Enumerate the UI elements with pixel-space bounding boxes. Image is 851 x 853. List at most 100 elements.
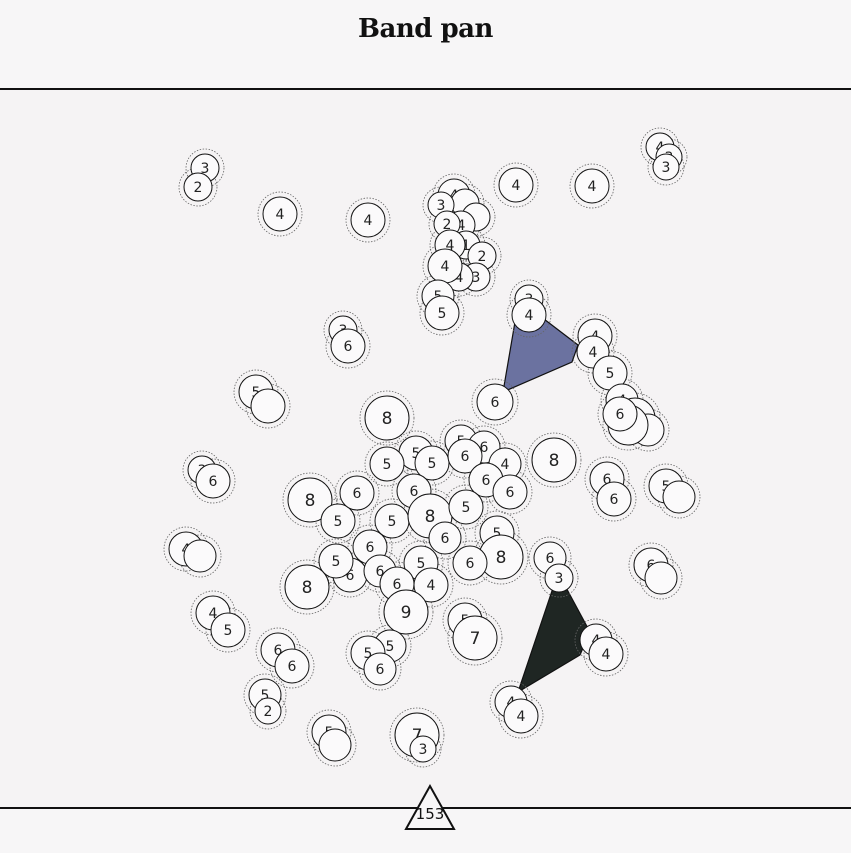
board-node[interactable]: 6 [428, 521, 462, 555]
board-node[interactable]: 5 [369, 446, 405, 482]
node-circle[interactable] [644, 561, 678, 595]
node-circle[interactable] [363, 652, 397, 686]
board-node[interactable]: 4 [574, 168, 610, 204]
node-circle[interactable] [544, 563, 574, 593]
node-circle[interactable] [369, 446, 405, 482]
node-circle[interactable] [183, 172, 213, 202]
node-label: 4 [441, 259, 450, 275]
board-node[interactable]: 6 [447, 438, 483, 474]
node-circle[interactable] [364, 395, 410, 441]
node-circle[interactable] [413, 567, 449, 603]
board-node[interactable]: 4 [498, 167, 534, 203]
board-node[interactable]: 6 [274, 648, 310, 684]
board-node[interactable] [250, 388, 286, 424]
node-circle[interactable] [531, 437, 577, 483]
node-circle[interactable] [183, 539, 217, 573]
board-node[interactable]: 4 [413, 567, 449, 603]
node-circle[interactable] [409, 735, 437, 763]
node-halo [493, 162, 539, 208]
node-circle[interactable] [448, 489, 484, 525]
board-node[interactable] [318, 728, 352, 762]
board-node[interactable]: 7 [452, 615, 498, 661]
board-node[interactable]: 6 [330, 328, 366, 364]
board-node[interactable] [183, 539, 217, 573]
board-node[interactable]: 5 [318, 543, 354, 579]
board-node[interactable]: 6 [596, 481, 632, 517]
board-node[interactable]: 5 [448, 489, 484, 525]
node-circle[interactable] [452, 545, 488, 581]
nodes-layer[interactable]: 3244444334432124344553436445466588368565… [168, 132, 696, 763]
node-circle[interactable] [210, 612, 246, 648]
board-node[interactable]: 6 [492, 474, 528, 510]
node-halo [489, 680, 533, 724]
node-circle[interactable] [596, 481, 632, 517]
node-circle[interactable] [503, 698, 539, 734]
board-node[interactable]: 8 [287, 477, 333, 523]
board-node[interactable]: 6 [476, 383, 514, 421]
node-circle[interactable] [452, 615, 498, 661]
board-node[interactable]: 8 [478, 534, 524, 580]
board-node[interactable]: 2 [183, 172, 213, 202]
node-label: 1 [462, 238, 471, 254]
node-circle[interactable] [287, 477, 333, 523]
board-node[interactable]: 8 [364, 395, 410, 441]
node-circle[interactable] [428, 521, 462, 555]
node-label: 6 [366, 540, 375, 556]
board-node[interactable] [662, 480, 696, 514]
node-halo [345, 197, 391, 243]
board-node[interactable]: 4 [427, 248, 463, 284]
board-node[interactable]: 8 [284, 564, 330, 610]
node-circle[interactable] [318, 543, 354, 579]
board-node[interactable]: 6 [363, 652, 397, 686]
board-node[interactable]: 6 [602, 396, 638, 432]
node-circle[interactable] [262, 196, 298, 232]
node-circle[interactable] [254, 697, 282, 725]
node-label: 5 [412, 446, 421, 462]
board-node[interactable]: 5 [424, 295, 460, 331]
board-node[interactable]: 4 [588, 636, 624, 672]
node-label: 6 [482, 473, 491, 489]
node-circle[interactable] [476, 383, 514, 421]
board-node[interactable]: 4 [503, 698, 539, 734]
node-circle[interactable] [662, 480, 696, 514]
node-circle[interactable] [383, 589, 429, 635]
node-halo [368, 624, 412, 668]
board-node[interactable]: 8 [531, 437, 577, 483]
node-circle[interactable] [602, 396, 638, 432]
node-circle[interactable] [498, 167, 534, 203]
node-circle[interactable] [195, 463, 231, 499]
board-node[interactable]: 3 [652, 153, 680, 181]
node-halo [243, 673, 287, 717]
node-circle[interactable] [250, 388, 286, 424]
board-node[interactable]: 6 [452, 545, 488, 581]
node-circle[interactable] [274, 648, 310, 684]
node-circle[interactable] [350, 202, 386, 238]
node-circle[interactable] [284, 564, 330, 610]
board-node[interactable]: 3 [544, 563, 574, 593]
board-node[interactable]: 5 [210, 612, 246, 648]
node-halo [423, 516, 467, 560]
board-node[interactable]: 4 [262, 196, 298, 232]
board-node[interactable]: 6 [195, 463, 231, 499]
node-circle[interactable] [424, 295, 460, 331]
board-node[interactable]: 2 [254, 697, 282, 725]
node-circle[interactable] [574, 168, 610, 204]
board-node[interactable]: 4 [350, 202, 386, 238]
board-node[interactable]: 5 [320, 503, 356, 539]
board-node[interactable] [644, 561, 678, 595]
node-circle[interactable] [492, 474, 528, 510]
board-node[interactable]: 3 [409, 735, 437, 763]
node-halo [323, 310, 363, 350]
node-circle[interactable] [652, 153, 680, 181]
board-node[interactable]: 4 [511, 297, 547, 333]
node-circle[interactable] [511, 297, 547, 333]
board-node[interactable]: 6 [339, 475, 375, 511]
node-circle[interactable] [330, 328, 366, 364]
node-circle[interactable] [447, 438, 483, 474]
node-circle[interactable] [318, 728, 352, 762]
node-circle[interactable] [320, 503, 356, 539]
node-circle[interactable] [339, 475, 375, 511]
board-node[interactable]: 9 [383, 589, 429, 635]
node-circle[interactable] [588, 636, 624, 672]
